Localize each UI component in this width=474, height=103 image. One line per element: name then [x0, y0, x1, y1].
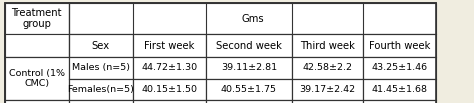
Bar [69, 79, 133, 100]
Bar [69, 100, 133, 103]
Bar [292, 57, 363, 79]
Bar [5, 57, 69, 100]
Text: Third week: Third week [300, 41, 355, 51]
Text: 42.58±2.2: 42.58±2.2 [302, 63, 352, 73]
Text: Treatment
group: Treatment group [11, 8, 62, 29]
Bar [133, 57, 206, 79]
Text: Males (n=5): Males (n=5) [72, 63, 130, 73]
Text: 44.72±1.30: 44.72±1.30 [141, 63, 198, 73]
Text: Females(n=5): Females(n=5) [67, 85, 134, 94]
Text: 39.11±2.81: 39.11±2.81 [221, 63, 277, 73]
Text: 40.55±1.75: 40.55±1.75 [221, 85, 277, 94]
Bar [292, 100, 363, 103]
Bar [5, 100, 69, 103]
Text: 40.15±1.50: 40.15±1.50 [141, 85, 198, 94]
Text: 39.17±2.42: 39.17±2.42 [299, 85, 355, 94]
Text: Control (1%
CMC): Control (1% CMC) [9, 69, 65, 88]
Bar [133, 34, 206, 57]
Text: 41.45±1.68: 41.45±1.68 [371, 85, 428, 94]
Bar [363, 34, 436, 57]
Text: Sex: Sex [91, 41, 110, 51]
Bar [133, 100, 206, 103]
Bar [206, 79, 292, 100]
Bar [69, 57, 133, 79]
Bar [206, 57, 292, 79]
Bar [363, 57, 436, 79]
Text: Gms: Gms [241, 13, 264, 24]
Text: First week: First week [144, 41, 195, 51]
Text: 43.25±1.46: 43.25±1.46 [371, 63, 428, 73]
Bar [206, 100, 292, 103]
Bar [5, 34, 69, 57]
Bar [5, 3, 69, 34]
Bar [292, 79, 363, 100]
Text: Fourth week: Fourth week [369, 41, 430, 51]
Text: Second week: Second week [216, 41, 282, 51]
Bar [206, 34, 292, 57]
Bar [292, 34, 363, 57]
Bar [363, 100, 436, 103]
Bar [69, 3, 436, 34]
Bar [363, 79, 436, 100]
Bar [69, 34, 133, 57]
Bar [133, 79, 206, 100]
